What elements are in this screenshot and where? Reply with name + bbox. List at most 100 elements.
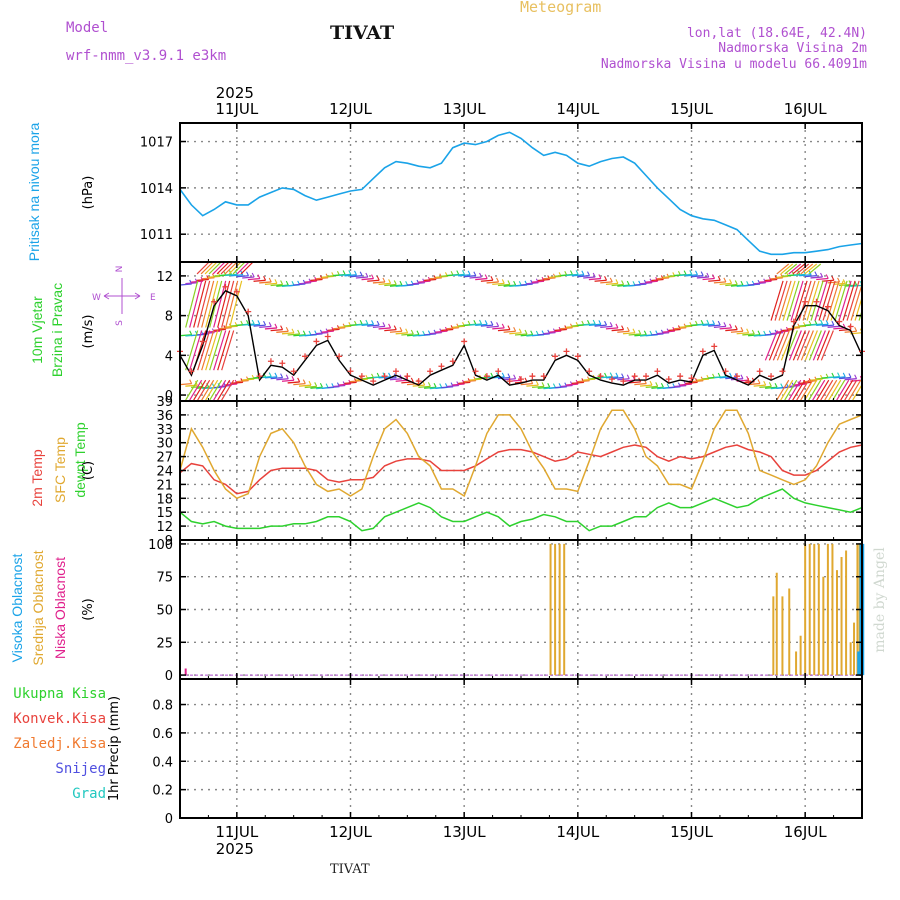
wind-gust-marker — [699, 348, 706, 355]
wind-barb — [475, 277, 488, 281]
pressure-line — [179, 131, 863, 256]
wind-barb — [492, 282, 505, 286]
wind-barb — [765, 333, 778, 336]
wind-barb — [338, 273, 351, 277]
wind-barb — [685, 274, 698, 277]
wind-barb — [281, 332, 295, 335]
wind-hatch — [764, 330, 778, 361]
wind-barb-flag — [302, 379, 306, 384]
wind-barb-flag — [371, 274, 375, 279]
wind-barb — [583, 378, 596, 381]
wind-barb-flag — [842, 279, 846, 284]
wind-hatch — [185, 330, 199, 371]
wind-barb-flag — [854, 374, 858, 379]
wind-hatch — [820, 330, 834, 361]
wind-barb-flag — [427, 382, 431, 387]
wind-barb-flag — [524, 329, 528, 335]
wind-barb — [259, 281, 272, 284]
wind-barb-flag — [621, 280, 625, 285]
wind-barb-flag — [746, 328, 750, 333]
wind-barb — [691, 380, 704, 383]
wind-hatch — [221, 379, 235, 401]
wind-barb-flag — [609, 322, 613, 327]
wind-hatch — [774, 280, 788, 321]
x-tick-label-bottom: 16JUL — [784, 823, 827, 841]
wind-barb — [696, 276, 709, 279]
wind-barb — [799, 274, 812, 277]
wind-hatch — [804, 263, 818, 275]
y-tick-label: 36 — [156, 409, 173, 424]
wind-barb — [424, 386, 437, 389]
wind-barb — [543, 332, 556, 335]
wind-hatch — [201, 280, 215, 328]
wind-barb — [713, 281, 726, 284]
t2m-line — [179, 444, 863, 495]
y-tick-label: 15 — [156, 506, 173, 521]
wind-barb-flag — [541, 382, 545, 387]
wind-barb — [685, 381, 698, 385]
wind-gust-marker — [745, 378, 752, 385]
wind-barb — [674, 384, 687, 388]
wind-hatch — [784, 263, 798, 275]
y-tick-label: 39 — [156, 395, 173, 410]
wind-barb-flag — [700, 320, 704, 325]
wind-barb — [793, 325, 806, 328]
wind-gust-marker — [267, 358, 274, 365]
wind-barb — [611, 328, 624, 332]
wind-barb — [514, 333, 528, 336]
wind-hatch — [217, 379, 231, 401]
wind-barb-flag — [848, 373, 852, 378]
wind-gust-marker — [461, 338, 468, 345]
wind-barb-flag — [660, 382, 664, 388]
wind-hatch — [220, 262, 234, 275]
wind-barb-flag — [598, 320, 602, 325]
wind-gust-marker — [370, 378, 377, 385]
wind-hatch — [213, 379, 227, 401]
y-tick-label: 18 — [156, 492, 173, 507]
wind-barb — [645, 385, 658, 389]
wind-gust-marker — [495, 368, 502, 375]
wind-barb — [367, 324, 380, 327]
wind-barb — [293, 283, 306, 286]
wind-barb — [259, 325, 272, 329]
wind-barb-flag — [530, 330, 534, 335]
wind-hatch — [848, 379, 862, 401]
wind-hatch — [804, 330, 818, 361]
wind-barb — [475, 323, 488, 326]
wind-gust-marker — [347, 368, 354, 375]
wind-hatch — [782, 280, 796, 321]
y-tick-label: 12 — [156, 520, 173, 535]
wind-gust-marker — [722, 368, 729, 375]
wind-barb — [406, 334, 420, 337]
x-tick-label-bottom: 15JUL — [670, 823, 713, 841]
wind-barb — [821, 279, 834, 282]
wind-hatch — [800, 263, 814, 275]
wind-hatch — [185, 280, 199, 328]
wind-barb-flag — [416, 330, 420, 335]
y-tick-label: 9 — [165, 534, 173, 549]
wind-barb — [747, 283, 761, 286]
wind-barb-flag — [643, 330, 647, 335]
wind-barb — [600, 325, 613, 328]
wind-hatch — [830, 280, 844, 321]
wind-hatch — [808, 263, 822, 275]
wind-barb-flag — [706, 272, 710, 278]
wind-barb — [696, 378, 709, 381]
wind-barb-flag — [638, 329, 642, 335]
wind-gust-marker — [211, 298, 218, 305]
wind-barb-flag — [655, 382, 659, 387]
wind-barb — [435, 330, 448, 333]
wind-barb-flag — [507, 373, 511, 378]
wind-barb — [424, 333, 437, 336]
wind-barb-flag — [246, 271, 250, 276]
wind-hatch — [221, 280, 235, 328]
wind-barb-flag — [302, 330, 306, 335]
y-tick-label: 0.4 — [152, 755, 173, 770]
wind-barb-flag — [479, 319, 483, 325]
wind-barb — [827, 325, 840, 328]
wind-barb — [180, 334, 192, 337]
wind-barb — [463, 380, 476, 383]
wind-barb-flag — [513, 280, 517, 286]
wind-barb — [730, 378, 744, 381]
compass-south: S — [115, 320, 125, 326]
